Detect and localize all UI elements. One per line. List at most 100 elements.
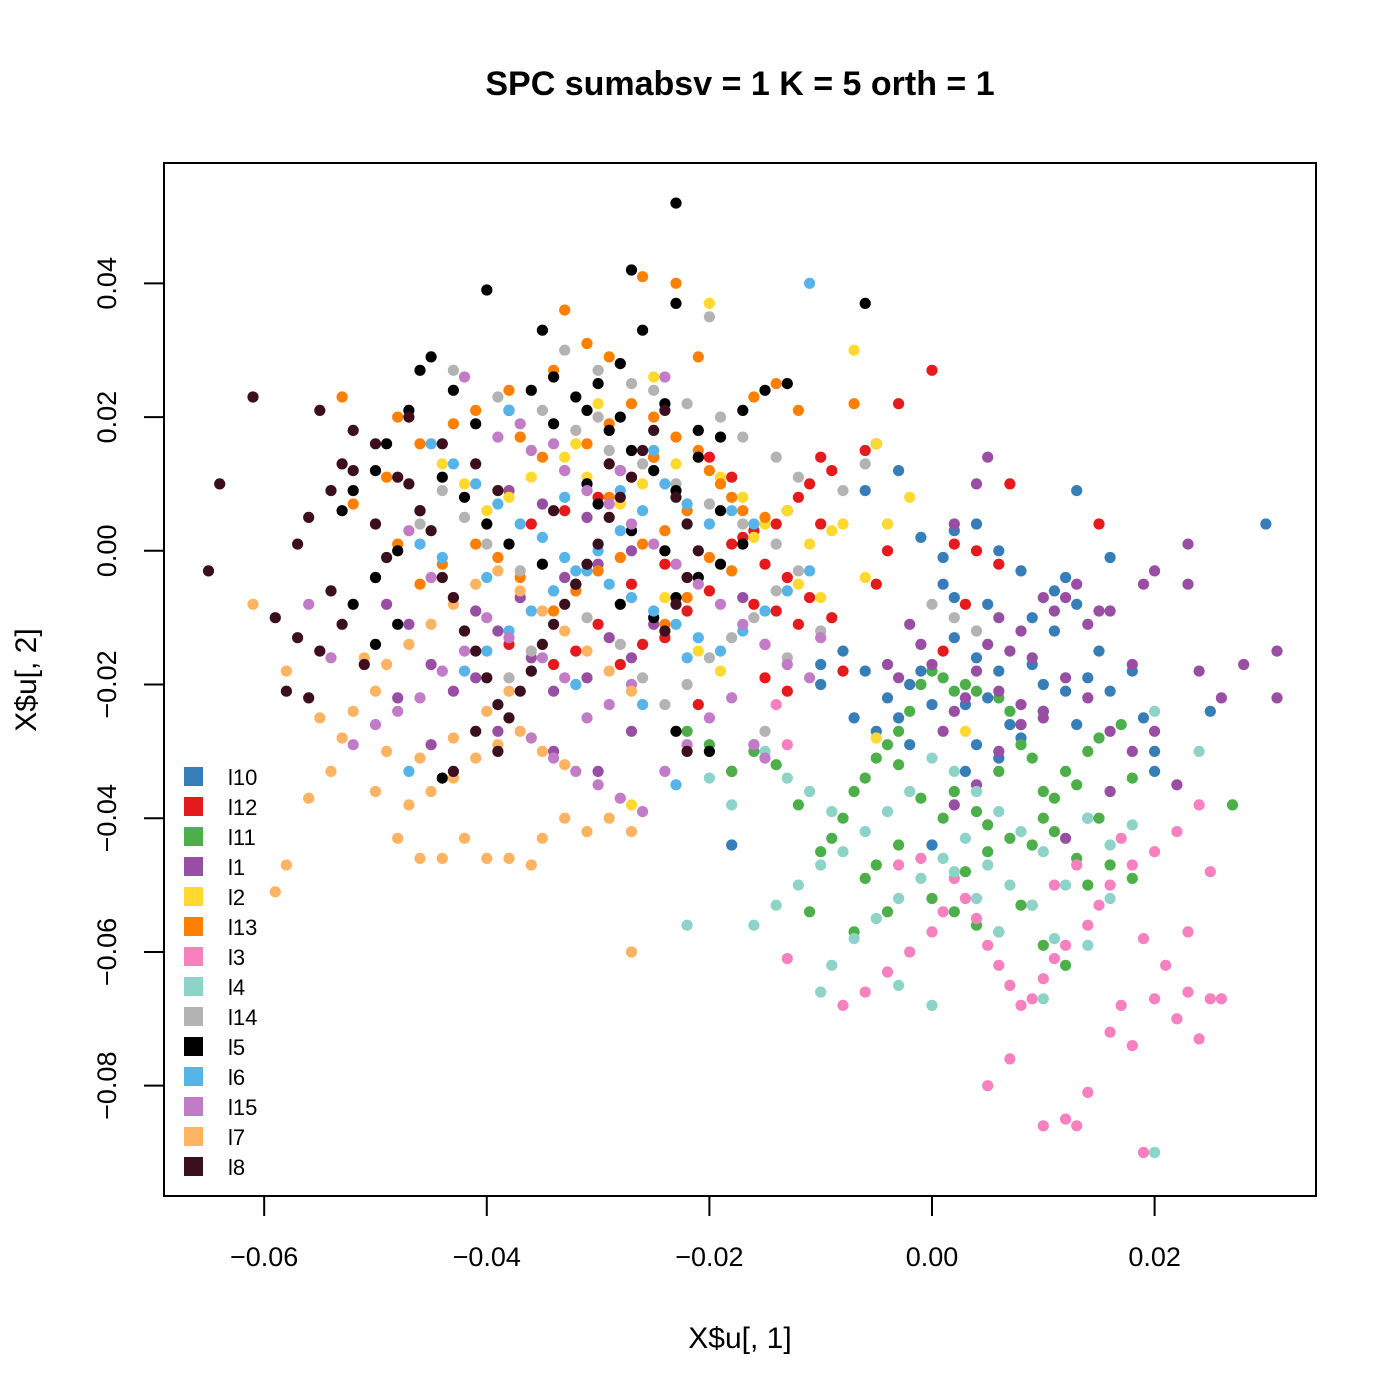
point-l15-20 <box>392 706 403 717</box>
point-l10-50 <box>893 465 904 476</box>
point-l10-19 <box>1149 746 1160 757</box>
point-l12-45 <box>559 505 570 516</box>
point-l15-19 <box>414 692 425 703</box>
point-l8-21 <box>448 592 459 603</box>
point-l8-47 <box>492 485 503 496</box>
point-l5-25 <box>648 465 659 476</box>
point-l11-48 <box>949 906 960 917</box>
point-l13-1 <box>559 305 570 316</box>
point-l8-52 <box>348 465 359 476</box>
point-l14-9 <box>637 458 648 469</box>
point-l8-41 <box>670 492 681 503</box>
point-l2-26 <box>693 646 704 657</box>
point-l15-24 <box>303 599 314 610</box>
point-l7-32 <box>537 746 548 757</box>
point-l14-41 <box>682 398 693 409</box>
point-l11-52 <box>1038 940 1049 951</box>
point-l1-76 <box>626 726 637 737</box>
point-l12-26 <box>548 659 559 670</box>
point-l10-24 <box>949 632 960 643</box>
point-l5-33 <box>715 559 726 570</box>
point-l2-35 <box>837 518 848 529</box>
point-l12-4 <box>826 465 837 476</box>
legend-label-l12: l12 <box>228 795 257 820</box>
point-l4-18 <box>815 859 826 870</box>
point-l15-1 <box>459 371 470 382</box>
point-l5-4 <box>860 298 871 309</box>
point-l4-21 <box>748 920 759 931</box>
point-l4-5 <box>1149 706 1160 717</box>
point-l8-43 <box>693 545 704 556</box>
point-l11-47 <box>926 893 937 904</box>
point-l10-25 <box>915 666 926 677</box>
point-l7-38 <box>559 813 570 824</box>
legend-swatch-l1 <box>184 857 203 876</box>
point-l13-20 <box>648 412 659 423</box>
point-l15-22 <box>348 739 359 750</box>
point-l11-44 <box>893 839 904 850</box>
point-l11-20 <box>882 739 893 750</box>
point-l5-61 <box>615 412 626 423</box>
point-l4-1 <box>1038 993 1049 1004</box>
point-l6-0 <box>804 278 815 289</box>
point-l14-44 <box>971 625 982 636</box>
point-l14-0 <box>704 311 715 322</box>
point-l5-21 <box>337 505 348 516</box>
point-l3-42 <box>1171 826 1182 837</box>
point-l15-10 <box>693 579 704 590</box>
point-l4-23 <box>704 773 715 784</box>
point-l15-0 <box>659 371 670 382</box>
point-l2-34 <box>748 532 759 543</box>
point-l15-42 <box>503 632 514 643</box>
point-l11-34 <box>949 786 960 797</box>
point-l2-8 <box>804 539 815 550</box>
point-l4-44 <box>1105 839 1116 850</box>
point-l11-57 <box>982 846 993 857</box>
point-l1-25 <box>949 706 960 717</box>
point-l8-51 <box>370 438 381 449</box>
point-l4-34 <box>1004 880 1015 891</box>
point-l10-9 <box>1105 552 1116 563</box>
y-tick-label-2: −0.04 <box>92 784 122 852</box>
point-l6-29 <box>481 646 492 657</box>
point-l5-39 <box>537 559 548 570</box>
point-l1-8 <box>1138 579 1149 590</box>
legend-label-l10: l10 <box>228 765 257 790</box>
point-l1-36 <box>1082 692 1093 703</box>
point-l11-19 <box>893 726 904 737</box>
point-l8-42 <box>682 518 693 529</box>
point-l1-78 <box>392 692 403 703</box>
point-l8-18 <box>414 505 425 516</box>
point-l2-24 <box>626 799 637 810</box>
point-l10-11 <box>1071 599 1082 610</box>
point-l5-22 <box>581 405 592 416</box>
point-l1-64 <box>381 599 392 610</box>
point-l1-69 <box>626 545 637 556</box>
point-l15-35 <box>748 739 759 750</box>
point-l8-16 <box>392 472 403 483</box>
point-l3-30 <box>1004 1053 1015 1064</box>
x-axis-label: X$u[, 1] <box>688 1322 791 1355</box>
point-l7-12 <box>492 565 503 576</box>
point-l1-0 <box>1271 646 1282 657</box>
legend-swatch-l5 <box>184 1037 203 1056</box>
point-l1-75 <box>593 766 604 777</box>
point-l4-10 <box>993 806 1004 817</box>
point-l8-58 <box>448 766 459 777</box>
point-l14-13 <box>771 539 782 550</box>
point-l15-40 <box>559 672 570 683</box>
point-l15-18 <box>437 666 448 677</box>
point-l12-34 <box>882 545 893 556</box>
point-l13-29 <box>771 378 782 389</box>
point-l8-9 <box>325 585 336 596</box>
point-l10-37 <box>1004 719 1015 730</box>
point-l3-0 <box>1205 993 1216 1004</box>
point-l5-7 <box>615 358 626 369</box>
y-axis-label: X$u[, 2] <box>10 628 43 731</box>
point-l8-3 <box>270 612 281 623</box>
point-l12-23 <box>637 639 648 650</box>
point-l4-27 <box>849 933 860 944</box>
point-l11-26 <box>815 846 826 857</box>
point-l10-40 <box>1060 686 1071 697</box>
point-l6-20 <box>682 498 693 509</box>
